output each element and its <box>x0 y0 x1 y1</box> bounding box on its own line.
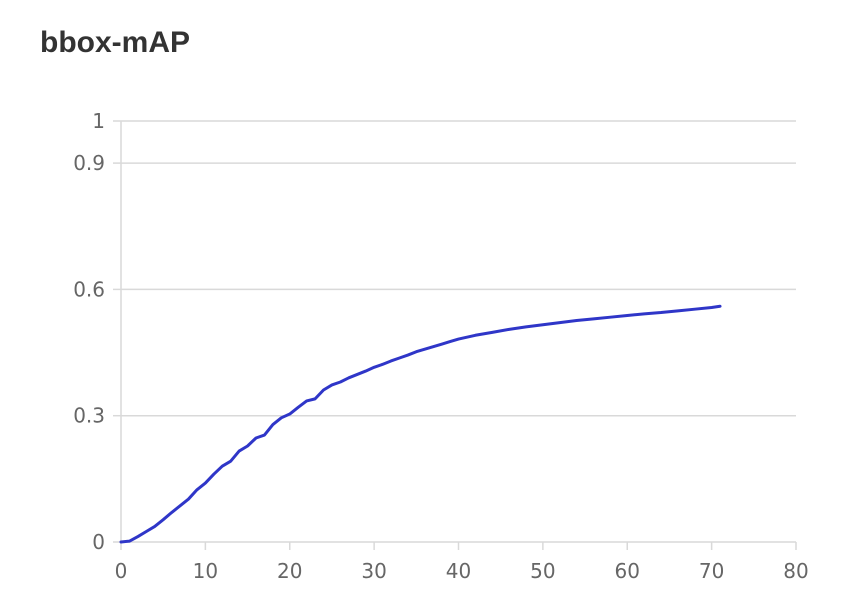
chart-title: bbox-mAP <box>40 26 190 59</box>
x-tick-label: 0 <box>115 559 128 583</box>
x-tick-labels: 0 10 20 30 40 50 60 70 80 <box>115 559 809 583</box>
y-tick-label: 1 <box>92 109 105 133</box>
grid-lines <box>121 120 796 417</box>
y-tick-labels: 0 0.3 0.6 0.9 1 <box>73 109 105 554</box>
y-tick-label: 0.9 <box>73 151 105 175</box>
x-tick-label: 20 <box>277 559 302 583</box>
x-tick-label: 70 <box>699 559 724 583</box>
x-tick-label: 50 <box>530 559 555 583</box>
series-line <box>119 304 722 544</box>
y-tick-label: 0.6 <box>73 277 105 301</box>
x-tick-label: 30 <box>361 559 386 583</box>
series-layer <box>119 304 722 544</box>
x-tick-label: 10 <box>193 559 218 583</box>
y-tick-label: 0 <box>92 530 105 554</box>
x-tick-label: 40 <box>446 559 471 583</box>
y-tick-label: 0.3 <box>73 404 105 428</box>
axes <box>113 120 797 550</box>
x-tick-label: 60 <box>615 559 640 583</box>
x-tick-label: 80 <box>783 559 808 583</box>
